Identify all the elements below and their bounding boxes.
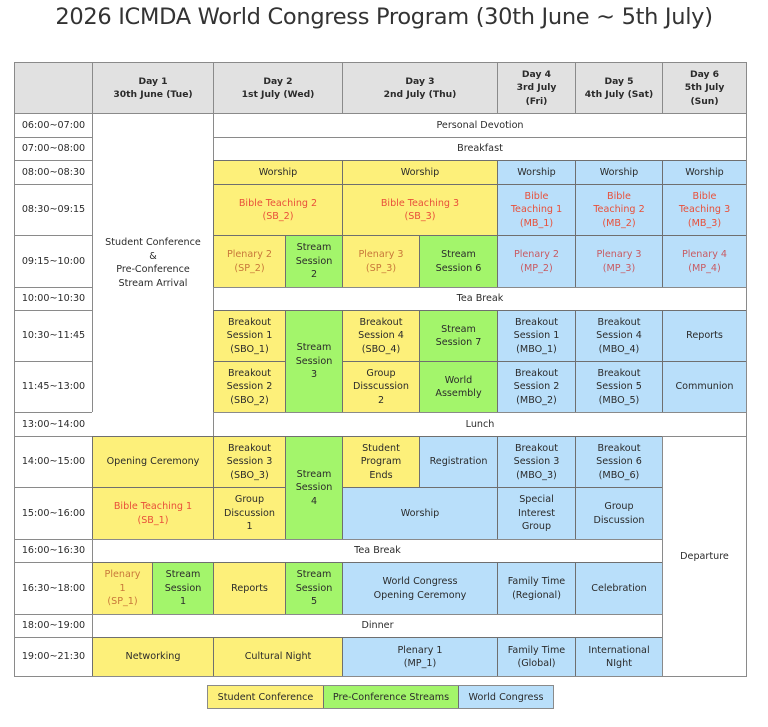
session-cell: Stream Session 5 (285, 562, 342, 614)
session-cell: Bible Teaching 1 (SB_1) (92, 487, 213, 539)
session-cell: World Assembly (419, 361, 497, 412)
session-cell: Stream Session 3 (285, 310, 342, 412)
header-day-6: Day 6 5th July (Sun) (662, 62, 746, 113)
session-cell: Breakfast (213, 137, 746, 160)
session-cell: Breakout Session 2 (SBO_2) (213, 361, 285, 412)
session-cell: Stream Session 4 (285, 436, 342, 539)
session-cell: Bible Teaching 1 (MB_1) (497, 184, 575, 235)
session-cell: Plenary 3 (MP_3) (575, 235, 662, 287)
time-slot: 11:45~13:00 (14, 361, 92, 412)
session-cell: Bible Teaching 2 (MB_2) (575, 184, 662, 235)
session-cell: Bible Teaching 2 (SB_2) (213, 184, 342, 235)
session-cell: Worship (662, 160, 746, 184)
time-slot: 16:30~18:00 (14, 562, 92, 614)
session-cell: Plenary 1 (MP_1) (342, 637, 497, 676)
session-cell: Special Interest Group (497, 487, 575, 539)
session-cell: Breakout Session 4 (MBO_4) (575, 310, 662, 361)
header-day-4: Day 4 3rd July (Fri) (497, 62, 575, 113)
session-cell: Plenary 3 (SP_3) (342, 235, 419, 287)
session-cell: Breakout Session 1 (SBO_1) (213, 310, 285, 361)
header-day-1: Day 1 30th June (Tue) (92, 62, 213, 113)
session-cell: Worship (342, 487, 497, 539)
session-cell: Networking (92, 637, 213, 676)
session-cell: Personal Devotion (213, 113, 746, 137)
session-cell: Celebration (575, 562, 662, 614)
session-cell: Worship (575, 160, 662, 184)
session-cell: Breakout Session 3 (SBO_3) (213, 436, 285, 487)
page-title: 2026 ICMDA World Congress Program (30th … (55, 4, 713, 30)
session-cell: World Congress Opening Ceremony (342, 562, 497, 614)
time-slot: 10:00~10:30 (14, 287, 92, 310)
session-cell: Group Disscussion 2 (342, 361, 419, 412)
legend: Student Conference Pre-Conference Streams… (207, 685, 554, 709)
session-cell: Worship (497, 160, 575, 184)
time-slot: 10:30~11:45 (14, 310, 92, 361)
session-cell: Plenary 2 (SP_2) (213, 235, 285, 287)
session-cell: Plenary 1 (SP_1) (92, 562, 152, 614)
session-cell: Registration (419, 436, 497, 487)
session-cell: Breakout Session 4 (SBO_4) (342, 310, 419, 361)
time-slot: 06:00~07:00 (14, 113, 92, 137)
session-cell: Bible Teaching 3 (MB_3) (662, 184, 746, 235)
session-cell: Stream Session 1 (152, 562, 213, 614)
session-cell: Worship (342, 160, 497, 184)
time-slot: 19:00~21:30 (14, 637, 92, 676)
session-cell: Breakout Session 1 (MBO_1) (497, 310, 575, 361)
session-cell: Family Time (Regional) (497, 562, 575, 614)
legend-item: Pre-Conference Streams (323, 686, 458, 708)
session-cell: Cultural Night (213, 637, 342, 676)
session-cell: Worship (213, 160, 342, 184)
session-cell: Plenary 2 (MP_2) (497, 235, 575, 287)
session-cell: Stream Session 6 (419, 235, 497, 287)
session-cell: Student Conference & Pre-Conference Stre… (92, 113, 213, 412)
session-cell: Breakout Session 6 (MBO_6) (575, 436, 662, 487)
session-cell: Opening Ceremony (92, 436, 213, 487)
session-cell: Breakout Session 5 (MBO_5) (575, 361, 662, 412)
time-slot: 15:00~16:00 (14, 487, 92, 539)
legend-item: Student Conference (208, 686, 323, 708)
session-cell: International NIght (575, 637, 662, 676)
time-slot: 16:00~16:30 (14, 539, 92, 562)
session-cell: Family Time (Global) (497, 637, 575, 676)
session-cell: Lunch (213, 412, 746, 436)
session-cell: Reports (662, 310, 746, 361)
session-cell: Tea Break (92, 539, 662, 562)
time-slot: 13:00~14:00 (14, 412, 92, 436)
session-cell: Tea Break (213, 287, 746, 310)
session-cell: Group Discussion (575, 487, 662, 539)
time-slot: 18:00~19:00 (14, 614, 92, 637)
session-cell: Breakout Session 3 (MBO_3) (497, 436, 575, 487)
session-cell: Reports (213, 562, 285, 614)
time-slot: 07:00~08:00 (14, 137, 92, 160)
session-cell: Student Program Ends (342, 436, 419, 487)
time-slot: 09:15~10:00 (14, 235, 92, 287)
time-slot: 14:00~15:00 (14, 436, 92, 487)
time-slot: 08:00~08:30 (14, 160, 92, 184)
session-cell: Communion (662, 361, 746, 412)
header-day-2: Day 2 1st July (Wed) (213, 62, 342, 113)
session-cell: Group Discussion 1 (213, 487, 285, 539)
legend-item: World Congress (458, 686, 553, 708)
session-cell: Plenary 4 (MP_4) (662, 235, 746, 287)
session-cell: Breakout Session 2 (MBO_2) (497, 361, 575, 412)
header-day-3: Day 3 2nd July (Thu) (342, 62, 497, 113)
session-cell: Bible Teaching 3 (SB_3) (342, 184, 497, 235)
header-day-5: Day 5 4th July (Sat) (575, 62, 662, 113)
session-cell: Stream Session 2 (285, 235, 342, 287)
session-cell: Dinner (92, 614, 662, 637)
schedule-table: Day 1 30th June (Tue) Day 2 1st July (We… (14, 62, 747, 677)
session-cell: Departure (662, 436, 746, 676)
header-corner (14, 62, 92, 113)
time-slot: 08:30~09:15 (14, 184, 92, 235)
session-cell: Stream Session 7 (419, 310, 497, 361)
